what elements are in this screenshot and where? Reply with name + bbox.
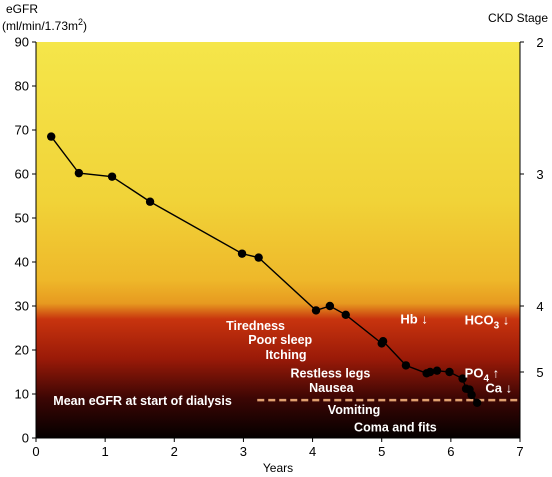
stage-tick-label: 4 [536, 299, 543, 314]
symptom-annotation: Nausea [309, 381, 355, 395]
y-tick-label: 40 [15, 255, 29, 270]
axes [32, 41, 524, 442]
y-tick-label: 10 [15, 387, 29, 402]
data-point [47, 132, 56, 141]
data-point [472, 398, 482, 407]
symptom-annotation: Restless legs [290, 366, 370, 380]
symptom-annotation: Poor sleep [248, 333, 312, 347]
data-point [401, 361, 411, 370]
egfr-series [47, 132, 482, 407]
y-tick-label: 60 [15, 167, 29, 182]
data-point [107, 172, 117, 181]
y-tick-label: 90 [15, 35, 29, 50]
x-tick-label: 6 [447, 444, 454, 459]
right-axis-title: CKD Stage [488, 11, 548, 25]
x-tick-label: 5 [378, 444, 385, 459]
stage-tick-label: 2 [536, 35, 543, 50]
y-tick-label: 50 [15, 211, 29, 226]
data-point [378, 337, 388, 346]
y-tick-label: 30 [15, 299, 29, 314]
data-point [467, 390, 476, 400]
data-point [458, 374, 467, 383]
symptom-annotation: Coma and fits [354, 420, 437, 434]
x-tick-label: 2 [171, 444, 178, 459]
plot-background [36, 42, 520, 438]
x-tick-label: 4 [309, 444, 316, 459]
dialysis-reference-label: Mean eGFR at start of dialysis [53, 394, 232, 408]
symptom-annotation: Itching [266, 348, 307, 362]
x-axis-title: Years [263, 461, 293, 475]
lab-marker: Ca ↓ [485, 381, 512, 396]
data-point [254, 253, 263, 262]
y-axis-title-line1: eGFR [6, 2, 38, 16]
data-point [425, 367, 435, 377]
y-axis-title-line2: (ml/min/1.73m2) [2, 17, 87, 33]
x-tick-label: 7 [516, 444, 523, 459]
lab-marker: HCO3 ↓ [465, 312, 510, 331]
y-tick-label: 0 [22, 431, 29, 446]
x-tick-label: 0 [32, 444, 39, 459]
dialysis-reference: Mean eGFR at start of dialysis [53, 394, 520, 408]
x-tick-label: 3 [240, 444, 247, 459]
data-point [432, 366, 442, 375]
x-tick-label: 1 [102, 444, 109, 459]
lab-marker: PO4 ↑ [465, 365, 499, 384]
data-point [311, 306, 321, 315]
lab-marker: Hb ↓ [400, 312, 427, 327]
data-point [445, 367, 454, 377]
lab-markers: Hb ↓ HCO3 ↓ PO4 ↑Ca ↓ [400, 312, 512, 396]
data-point [237, 249, 247, 258]
stage-tick-label: 3 [536, 167, 543, 182]
data-point [325, 301, 335, 311]
y-tick-label: 80 [15, 79, 29, 94]
data-point [74, 168, 84, 178]
symptom-annotation: Tiredness [226, 319, 285, 333]
y-tick-label: 20 [15, 343, 29, 358]
y-tick-label: 70 [15, 123, 29, 138]
stage-tick-label: 5 [536, 365, 543, 380]
symptom-annotation: Vomiting [328, 403, 381, 417]
data-point [341, 310, 350, 319]
data-point [145, 197, 155, 206]
tick-labels: 0 10 20 30 40 50 60 70 80 90 0 1 2 3 4 5 6 7 2 3 4 5 [15, 35, 544, 460]
